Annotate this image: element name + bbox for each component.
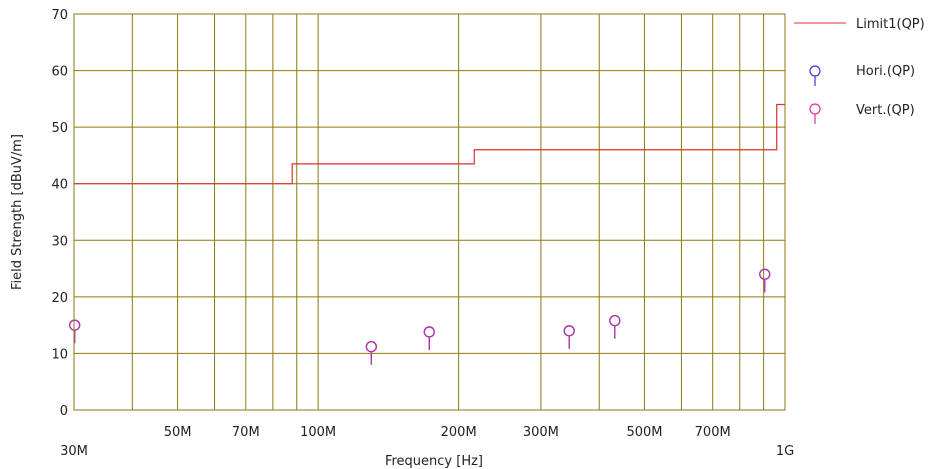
- x-tick-label: 100M: [300, 425, 336, 440]
- y-tick-label: 0: [60, 404, 68, 419]
- x-tick-label: 200M: [441, 425, 477, 440]
- x-tick-label: 500M: [626, 425, 662, 440]
- legend-vert-swatch: [809, 103, 821, 124]
- legend-hori-label: Hori.(QP): [856, 64, 915, 79]
- legend-limit-label: Limit1(QP): [856, 17, 925, 32]
- marker-vert: [563, 325, 575, 349]
- y-axis-ticks: 0 10 20 30 40 50 60 70: [51, 8, 68, 419]
- marker-vert: [759, 268, 771, 293]
- legend-hori-swatch: [809, 65, 821, 86]
- x-axis-title: Frequency [Hz]: [385, 454, 483, 469]
- plot-frame: [73, 13, 786, 411]
- limit-line: [74, 103, 785, 185]
- y-tick-label: 20: [51, 291, 68, 306]
- marker-vert: [609, 314, 621, 339]
- y-tick-label: 50: [51, 121, 68, 136]
- marker-vert: [69, 319, 81, 344]
- x-tick-label: 1G: [776, 444, 794, 459]
- x-tick-label: 300M: [523, 425, 559, 440]
- x-tick-label: 70M: [232, 425, 260, 440]
- marker-vert: [423, 326, 435, 350]
- y-tick-label: 10: [51, 347, 68, 362]
- limit-line-layer: [74, 103, 785, 185]
- x-tick-label: 50M: [164, 425, 192, 440]
- legend-vert-label: Vert.(QP): [856, 103, 915, 118]
- x-tick-label: 700M: [695, 425, 731, 440]
- y-tick-label: 30: [51, 234, 68, 249]
- y-tick-label: 40: [51, 178, 68, 193]
- y-tick-label: 60: [51, 65, 68, 80]
- marker-layer: [69, 268, 771, 365]
- legend: Limit1(QP) Hori.(QP) Vert.(QP): [794, 17, 925, 124]
- marker-vert: [365, 340, 377, 365]
- y-axis-title: Field Strength [dBuV/m]: [10, 134, 25, 290]
- y-tick-label: 70: [51, 8, 68, 23]
- x-axis-ticks: 30M 50M 70M 100M 200M 300M 500M 700M 1G: [60, 425, 794, 459]
- x-tick-label: 30M: [60, 444, 88, 459]
- plot-area-background: [74, 14, 785, 410]
